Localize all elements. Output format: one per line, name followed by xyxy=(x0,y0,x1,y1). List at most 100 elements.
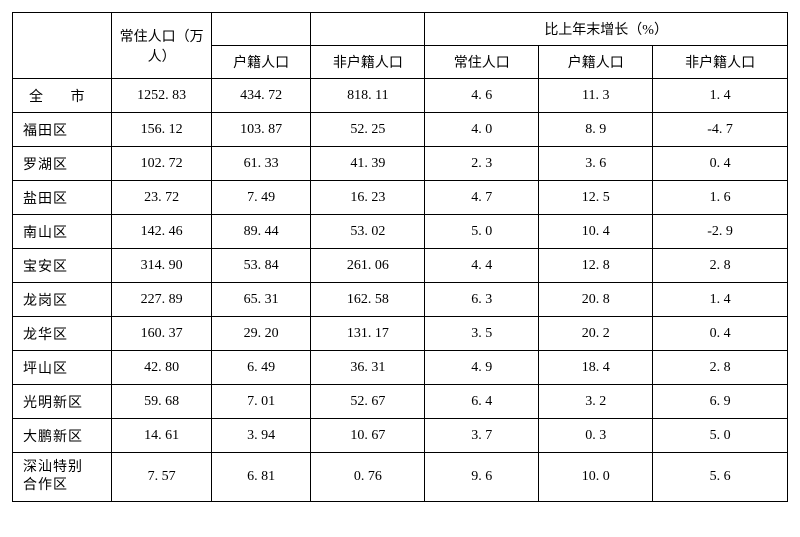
growth-huji-cell: 12. 8 xyxy=(539,249,653,283)
region-cell: 福田区 xyxy=(13,113,112,147)
non-huji-pop-cell: 0. 76 xyxy=(311,453,425,502)
huji-pop-cell: 7. 01 xyxy=(211,385,310,419)
non-huji-pop-cell: 16. 23 xyxy=(311,181,425,215)
header-growth-group: 比上年末增长（%） xyxy=(425,13,788,46)
resident-pop-cell: 314. 90 xyxy=(112,249,211,283)
growth-resident-cell: 9. 6 xyxy=(425,453,539,502)
growth-huji-cell: 11. 3 xyxy=(539,79,653,113)
growth-resident-cell: 4. 7 xyxy=(425,181,539,215)
huji-pop-cell: 89. 44 xyxy=(211,215,310,249)
huji-pop-cell: 29. 20 xyxy=(211,317,310,351)
region-cell: 罗湖区 xyxy=(13,147,112,181)
table-row: 罗湖区102. 7261. 3341. 392. 33. 60. 4 xyxy=(13,147,788,181)
non-huji-pop-cell: 10. 67 xyxy=(311,419,425,453)
table-row: 龙岗区227. 8965. 31162. 586. 320. 81. 4 xyxy=(13,283,788,317)
growth-non-huji-cell: 6. 9 xyxy=(653,385,788,419)
growth-non-huji-cell: 1. 6 xyxy=(653,181,788,215)
huji-pop-cell: 434. 72 xyxy=(211,79,310,113)
resident-pop-cell: 102. 72 xyxy=(112,147,211,181)
growth-non-huji-cell: 5. 6 xyxy=(653,453,788,502)
table-body: 全 市1252. 83434. 72818. 114. 611. 31. 4福田… xyxy=(13,79,788,502)
growth-resident-cell: 6. 4 xyxy=(425,385,539,419)
header-huji-pop: 户籍人口 xyxy=(211,46,310,79)
growth-resident-cell: 3. 5 xyxy=(425,317,539,351)
table-row: 光明新区59. 687. 0152. 676. 43. 26. 9 xyxy=(13,385,788,419)
non-huji-pop-cell: 818. 11 xyxy=(311,79,425,113)
table-row: 盐田区23. 727. 4916. 234. 712. 51. 6 xyxy=(13,181,788,215)
huji-pop-cell: 3. 94 xyxy=(211,419,310,453)
growth-non-huji-cell: -4. 7 xyxy=(653,113,788,147)
region-cell: 大鹏新区 xyxy=(13,419,112,453)
table-row: 深汕特别合作区7. 576. 810. 769. 610. 05. 6 xyxy=(13,453,788,502)
region-cell: 全 市 xyxy=(13,79,112,113)
header-row-1: 常住人口（万人） 比上年末增长（%） xyxy=(13,13,788,46)
growth-huji-cell: 3. 6 xyxy=(539,147,653,181)
population-table: 常住人口（万人） 比上年末增长（%） 户籍人口 非户籍人口 常住人口 户籍人口 … xyxy=(12,12,788,502)
region-cell: 盐田区 xyxy=(13,181,112,215)
header-blank xyxy=(13,13,112,79)
growth-non-huji-cell: 0. 4 xyxy=(653,147,788,181)
resident-pop-cell: 227. 89 xyxy=(112,283,211,317)
header-growth-huji: 户籍人口 xyxy=(539,46,653,79)
huji-pop-cell: 6. 49 xyxy=(211,351,310,385)
table-row: 坪山区42. 806. 4936. 314. 918. 42. 8 xyxy=(13,351,788,385)
huji-pop-cell: 6. 81 xyxy=(211,453,310,502)
growth-huji-cell: 0. 3 xyxy=(539,419,653,453)
header-resident-pop: 常住人口（万人） xyxy=(112,13,211,79)
non-huji-pop-cell: 41. 39 xyxy=(311,147,425,181)
region-cell: 南山区 xyxy=(13,215,112,249)
resident-pop-cell: 7. 57 xyxy=(112,453,211,502)
resident-pop-cell: 23. 72 xyxy=(112,181,211,215)
resident-pop-cell: 1252. 83 xyxy=(112,79,211,113)
header-growth-resident: 常住人口 xyxy=(425,46,539,79)
non-huji-pop-cell: 261. 06 xyxy=(311,249,425,283)
header-growth-non-huji: 非户籍人口 xyxy=(653,46,788,79)
resident-pop-cell: 156. 12 xyxy=(112,113,211,147)
header-spacer-nonhuji xyxy=(311,13,425,46)
resident-pop-cell: 142. 46 xyxy=(112,215,211,249)
growth-resident-cell: 3. 7 xyxy=(425,419,539,453)
growth-non-huji-cell: 1. 4 xyxy=(653,79,788,113)
growth-resident-cell: 4. 4 xyxy=(425,249,539,283)
non-huji-pop-cell: 52. 25 xyxy=(311,113,425,147)
growth-non-huji-cell: 0. 4 xyxy=(653,317,788,351)
header-spacer-huji xyxy=(211,13,310,46)
non-huji-pop-cell: 53. 02 xyxy=(311,215,425,249)
table-row: 福田区156. 12103. 8752. 254. 08. 9-4. 7 xyxy=(13,113,788,147)
table-row: 大鹏新区14. 613. 9410. 673. 70. 35. 0 xyxy=(13,419,788,453)
growth-resident-cell: 4. 6 xyxy=(425,79,539,113)
region-cell: 光明新区 xyxy=(13,385,112,419)
header-non-huji-pop: 非户籍人口 xyxy=(311,46,425,79)
growth-resident-cell: 4. 0 xyxy=(425,113,539,147)
growth-non-huji-cell: 2. 8 xyxy=(653,249,788,283)
non-huji-pop-cell: 131. 17 xyxy=(311,317,425,351)
huji-pop-cell: 7. 49 xyxy=(211,181,310,215)
growth-huji-cell: 18. 4 xyxy=(539,351,653,385)
region-cell: 龙华区 xyxy=(13,317,112,351)
growth-resident-cell: 5. 0 xyxy=(425,215,539,249)
huji-pop-cell: 53. 84 xyxy=(211,249,310,283)
table-row: 南山区142. 4689. 4453. 025. 010. 4-2. 9 xyxy=(13,215,788,249)
growth-resident-cell: 6. 3 xyxy=(425,283,539,317)
region-cell: 坪山区 xyxy=(13,351,112,385)
table-row: 龙华区160. 3729. 20131. 173. 520. 20. 4 xyxy=(13,317,788,351)
region-cell: 宝安区 xyxy=(13,249,112,283)
growth-huji-cell: 10. 4 xyxy=(539,215,653,249)
huji-pop-cell: 65. 31 xyxy=(211,283,310,317)
growth-huji-cell: 8. 9 xyxy=(539,113,653,147)
region-cell: 龙岗区 xyxy=(13,283,112,317)
resident-pop-cell: 14. 61 xyxy=(112,419,211,453)
growth-huji-cell: 12. 5 xyxy=(539,181,653,215)
growth-non-huji-cell: 1. 4 xyxy=(653,283,788,317)
non-huji-pop-cell: 36. 31 xyxy=(311,351,425,385)
growth-non-huji-cell: -2. 9 xyxy=(653,215,788,249)
growth-huji-cell: 3. 2 xyxy=(539,385,653,419)
growth-huji-cell: 20. 8 xyxy=(539,283,653,317)
resident-pop-cell: 59. 68 xyxy=(112,385,211,419)
table-row: 宝安区314. 9053. 84261. 064. 412. 82. 8 xyxy=(13,249,788,283)
non-huji-pop-cell: 162. 58 xyxy=(311,283,425,317)
resident-pop-cell: 42. 80 xyxy=(112,351,211,385)
growth-resident-cell: 2. 3 xyxy=(425,147,539,181)
growth-huji-cell: 20. 2 xyxy=(539,317,653,351)
growth-resident-cell: 4. 9 xyxy=(425,351,539,385)
